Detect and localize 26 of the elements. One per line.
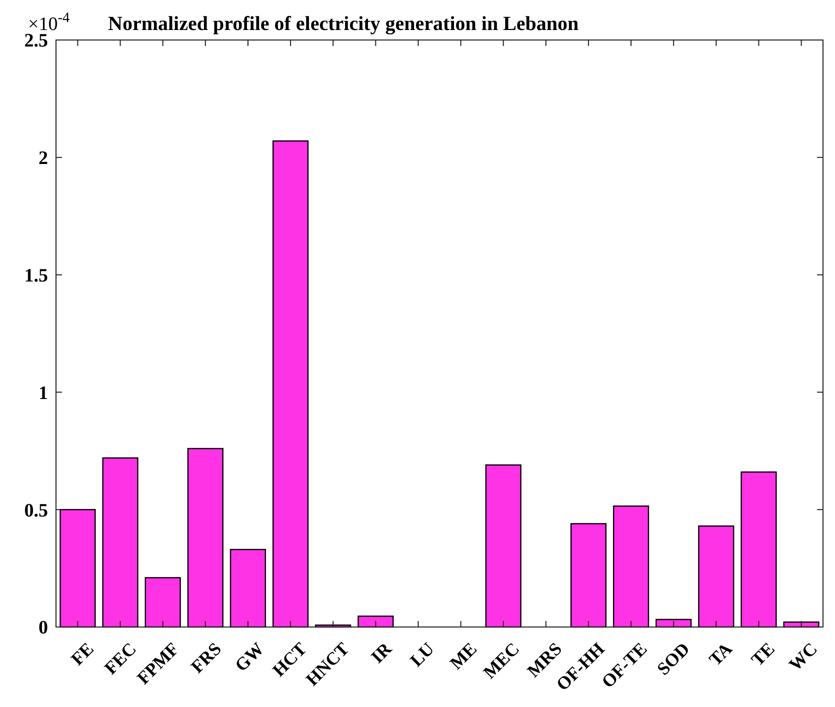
y-tick-label: 0	[38, 618, 48, 639]
y-tick-label: 1.5	[24, 265, 48, 286]
bar	[612, 505, 650, 628]
bar	[358, 616, 394, 628]
bar	[485, 464, 522, 628]
bar	[230, 548, 266, 628]
x-tick-label: TE	[747, 638, 778, 670]
bar	[272, 140, 309, 628]
x-tick-label: IR	[367, 638, 396, 667]
bar	[102, 457, 138, 628]
x-tick-label: FE	[67, 638, 98, 670]
bar	[570, 523, 607, 628]
bar	[187, 448, 224, 628]
x-tick-label: GW	[230, 638, 268, 676]
y-tick-label: 0.5	[24, 500, 48, 522]
x-tick-label: ME	[446, 638, 481, 674]
bar	[698, 525, 734, 628]
bar	[60, 509, 96, 628]
x-tick-label: LU	[406, 638, 438, 670]
bar	[740, 471, 777, 628]
x-tick-label: WC	[784, 638, 822, 675]
y-tick-label: 2	[38, 148, 48, 170]
bar	[144, 577, 181, 628]
x-tick-label: TA	[705, 638, 736, 670]
chart-title: Normalized profile of electricity generation in Lebanon	[108, 13, 579, 35]
y-tick-label: 1	[38, 382, 48, 404]
